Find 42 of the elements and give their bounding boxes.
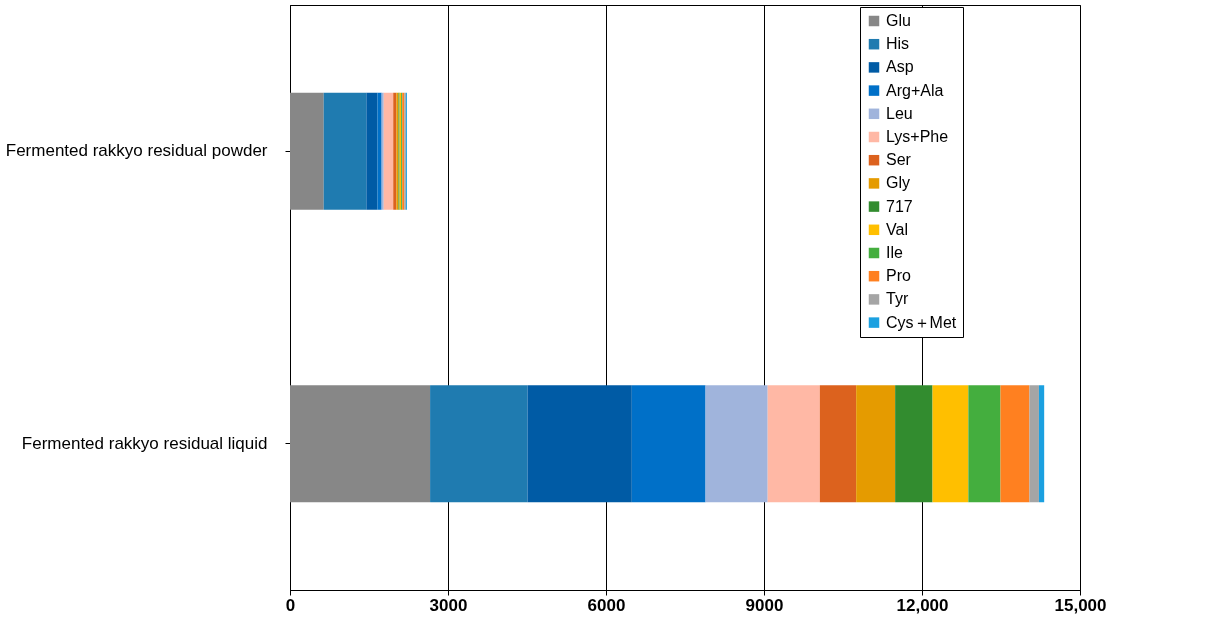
bar: [895, 385, 933, 503]
legend-label: Val: [886, 220, 908, 238]
x-tick-label: 12,000: [896, 595, 949, 615]
y-tick-label: Fermented rakkyo residual liquid: [21, 433, 268, 453]
bar: [323, 92, 367, 210]
bar: [968, 385, 1001, 503]
legend-label: His: [886, 35, 910, 53]
legend-label: Leu: [886, 104, 913, 122]
x-tick-label: 3000: [429, 595, 468, 615]
bar: [1000, 385, 1030, 503]
bar: [705, 385, 768, 503]
legend-label: Gly: [886, 174, 910, 192]
legend-label: Tyr: [886, 290, 909, 308]
bar: [290, 92, 324, 210]
bar: [381, 92, 384, 210]
bar: [1038, 385, 1045, 503]
bar: [819, 385, 857, 503]
x-tick-label: 6000: [587, 595, 626, 615]
legend-label: 717: [886, 197, 913, 215]
bar: [856, 385, 896, 503]
bar: [290, 385, 431, 503]
legend-label: Asp: [886, 58, 914, 76]
bar: [430, 385, 528, 503]
bar: [932, 385, 969, 503]
legend-label: Ser: [886, 151, 912, 169]
legend-label: Arg+Ala: [886, 81, 944, 99]
bar: [527, 385, 632, 503]
legend-label: Glu: [886, 12, 911, 29]
bar: [383, 92, 394, 210]
x-tick-label: 9000: [745, 595, 784, 615]
x-tick-label: 15,000: [1054, 595, 1107, 615]
legend-label: Ile: [886, 244, 903, 261]
legend-label: Pro: [886, 267, 911, 285]
y-tick-label: Fermented rakkyo residual powder: [5, 141, 268, 161]
bar: [767, 385, 820, 503]
bar: [377, 92, 382, 210]
bar: [1029, 385, 1039, 503]
x-tick-label: 0: [285, 595, 296, 615]
bar: [631, 385, 706, 503]
bar: [366, 92, 378, 210]
legend-label: Cys＋Met: [886, 313, 957, 331]
legend-label: Lys+Phe: [886, 128, 949, 145]
